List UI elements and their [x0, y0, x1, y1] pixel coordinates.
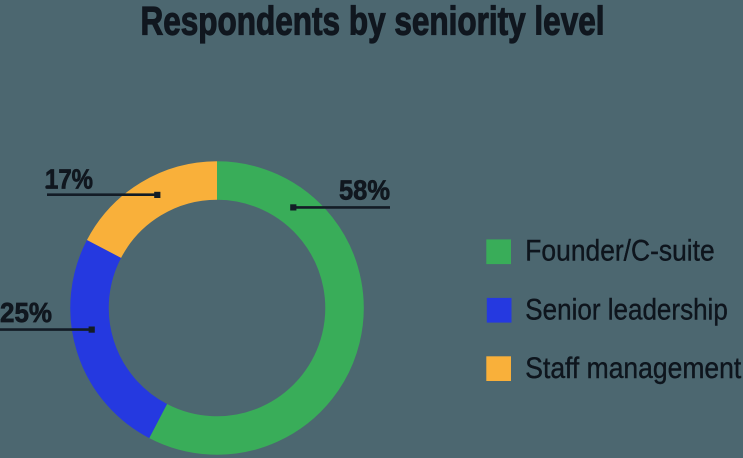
svg-text:Founder/C-suite: Founder/C-suite	[525, 235, 714, 268]
svg-text:17%: 17%	[45, 163, 93, 194]
svg-text:Staff management: Staff management	[525, 352, 741, 385]
svg-text:Senior leadership: Senior leadership	[525, 293, 728, 326]
svg-text:Respondents by seniority level: Respondents by seniority level	[141, 0, 605, 44]
svg-text:25%: 25%	[0, 297, 52, 328]
svg-text:58%: 58%	[339, 174, 390, 205]
